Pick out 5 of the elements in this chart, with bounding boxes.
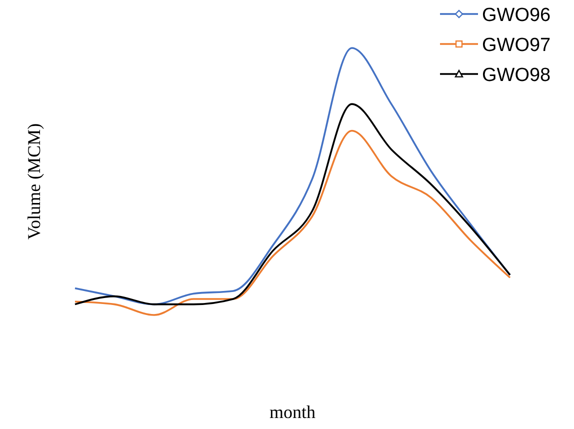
x-axis-title: month — [269, 402, 316, 422]
legend-label: GWO98 — [482, 65, 551, 86]
legend-label: GWO96 — [482, 5, 551, 26]
y-axis-title: Volume (MCM) — [24, 123, 44, 240]
legend-label: GWO97 — [482, 35, 551, 56]
